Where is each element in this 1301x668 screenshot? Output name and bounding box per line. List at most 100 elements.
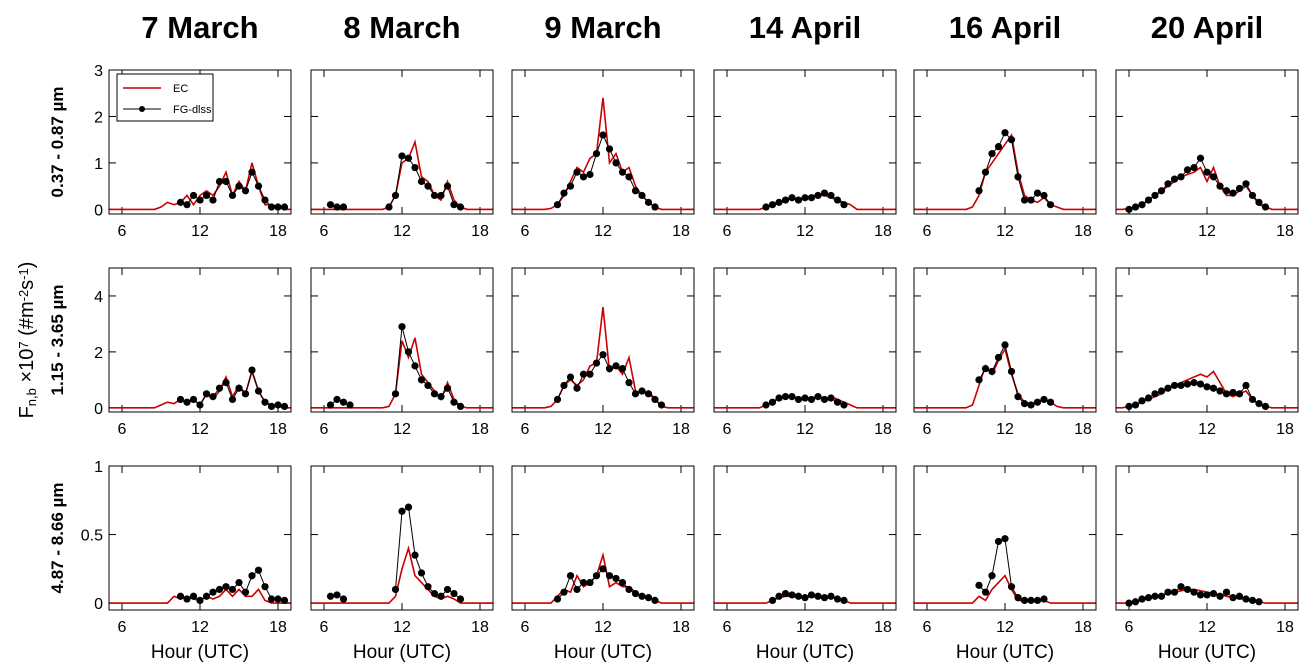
data-point bbox=[391, 585, 400, 594]
x-tick-label: 18 bbox=[471, 223, 489, 240]
data-point bbox=[762, 203, 770, 211]
data-point bbox=[1125, 205, 1133, 213]
data-point bbox=[1196, 154, 1205, 162]
x-axis-label: Hour (UTC) bbox=[353, 642, 451, 663]
data-point bbox=[261, 583, 269, 591]
series-line bbox=[914, 347, 1096, 409]
x-tick-label: 18 bbox=[672, 619, 690, 636]
x-tick-label: 12 bbox=[796, 421, 814, 438]
data-point bbox=[1222, 390, 1231, 398]
data-point bbox=[176, 592, 185, 600]
data-point bbox=[801, 594, 809, 602]
data-point bbox=[827, 191, 835, 200]
data-point bbox=[981, 365, 990, 373]
data-point bbox=[189, 395, 198, 404]
data-point bbox=[820, 594, 829, 602]
data-point bbox=[1216, 592, 1224, 600]
x-tick-label: 6 bbox=[521, 619, 530, 636]
data-point bbox=[417, 177, 426, 186]
data-point bbox=[1177, 173, 1185, 181]
data-point bbox=[579, 578, 588, 587]
data-point bbox=[1209, 589, 1218, 598]
plot-frame bbox=[310, 267, 494, 413]
data-point bbox=[1033, 189, 1042, 197]
plot-frame bbox=[511, 267, 695, 413]
data-point bbox=[1203, 168, 1211, 176]
data-point bbox=[437, 393, 445, 401]
data-point bbox=[1235, 390, 1244, 398]
data-point bbox=[586, 370, 594, 378]
series-line bbox=[311, 139, 493, 211]
data-point bbox=[638, 592, 646, 600]
data-point bbox=[424, 583, 432, 591]
legend-label: EC bbox=[173, 83, 188, 95]
series-line bbox=[557, 133, 656, 208]
x-tick-label: 12 bbox=[393, 619, 411, 636]
data-point bbox=[183, 398, 191, 406]
y-tick-label: 2 bbox=[94, 345, 103, 362]
data-point bbox=[573, 384, 581, 392]
data-point bbox=[1138, 201, 1146, 209]
data-point bbox=[1248, 191, 1257, 200]
x-tick-label: 6 bbox=[1125, 223, 1134, 240]
data-point bbox=[988, 572, 996, 580]
data-point bbox=[768, 596, 777, 605]
data-point bbox=[625, 173, 633, 181]
data-point bbox=[404, 154, 413, 162]
data-point bbox=[1229, 388, 1237, 397]
plot-frame bbox=[1115, 465, 1299, 611]
data-point bbox=[443, 585, 452, 594]
x-tick-label: 18 bbox=[269, 421, 287, 438]
data-point bbox=[1151, 390, 1159, 398]
data-point bbox=[274, 595, 282, 603]
data-point bbox=[280, 596, 289, 605]
data-point bbox=[424, 182, 432, 190]
data-point bbox=[638, 191, 646, 200]
data-point bbox=[326, 201, 335, 209]
x-tick-label: 12 bbox=[191, 421, 209, 438]
plot-frame bbox=[511, 465, 695, 611]
data-point bbox=[560, 381, 568, 390]
data-point bbox=[1255, 198, 1263, 206]
data-point bbox=[235, 384, 243, 392]
data-point bbox=[638, 387, 646, 395]
data-point bbox=[599, 565, 607, 573]
data-point bbox=[768, 201, 777, 209]
data-point bbox=[1196, 380, 1205, 388]
x-tick-label: 18 bbox=[874, 421, 892, 438]
data-point bbox=[599, 351, 607, 359]
series-line bbox=[330, 506, 461, 600]
data-point bbox=[196, 401, 204, 409]
plot-frame bbox=[913, 69, 1097, 215]
y-label-part: n,b bbox=[24, 388, 39, 406]
data-point bbox=[456, 402, 465, 411]
data-point bbox=[788, 194, 796, 202]
data-point bbox=[254, 566, 263, 574]
data-point bbox=[209, 588, 217, 596]
x-tick-label: 6 bbox=[320, 619, 329, 636]
x-tick-label: 12 bbox=[393, 223, 411, 240]
x-tick-label: 18 bbox=[1276, 223, 1294, 240]
y-label-part: -1 bbox=[16, 268, 31, 280]
legend-box bbox=[116, 73, 214, 122]
x-tick-label: 18 bbox=[672, 421, 690, 438]
data-point bbox=[1177, 381, 1185, 390]
data-point bbox=[1007, 136, 1016, 144]
legend-marker bbox=[139, 106, 145, 112]
data-point bbox=[1125, 599, 1133, 607]
data-point bbox=[1209, 384, 1218, 392]
data-point bbox=[241, 588, 250, 596]
data-point bbox=[1151, 592, 1159, 600]
data-point bbox=[605, 145, 614, 153]
series-line bbox=[512, 97, 694, 211]
data-point bbox=[1157, 387, 1166, 395]
data-point bbox=[274, 203, 282, 211]
data-point bbox=[274, 401, 282, 409]
x-tick-label: 18 bbox=[1074, 223, 1092, 240]
y-tick-label: 0 bbox=[94, 596, 103, 613]
data-point bbox=[1229, 189, 1237, 197]
data-point bbox=[1248, 395, 1257, 404]
data-point bbox=[807, 194, 816, 202]
data-point bbox=[981, 588, 990, 596]
data-point bbox=[994, 353, 1003, 362]
